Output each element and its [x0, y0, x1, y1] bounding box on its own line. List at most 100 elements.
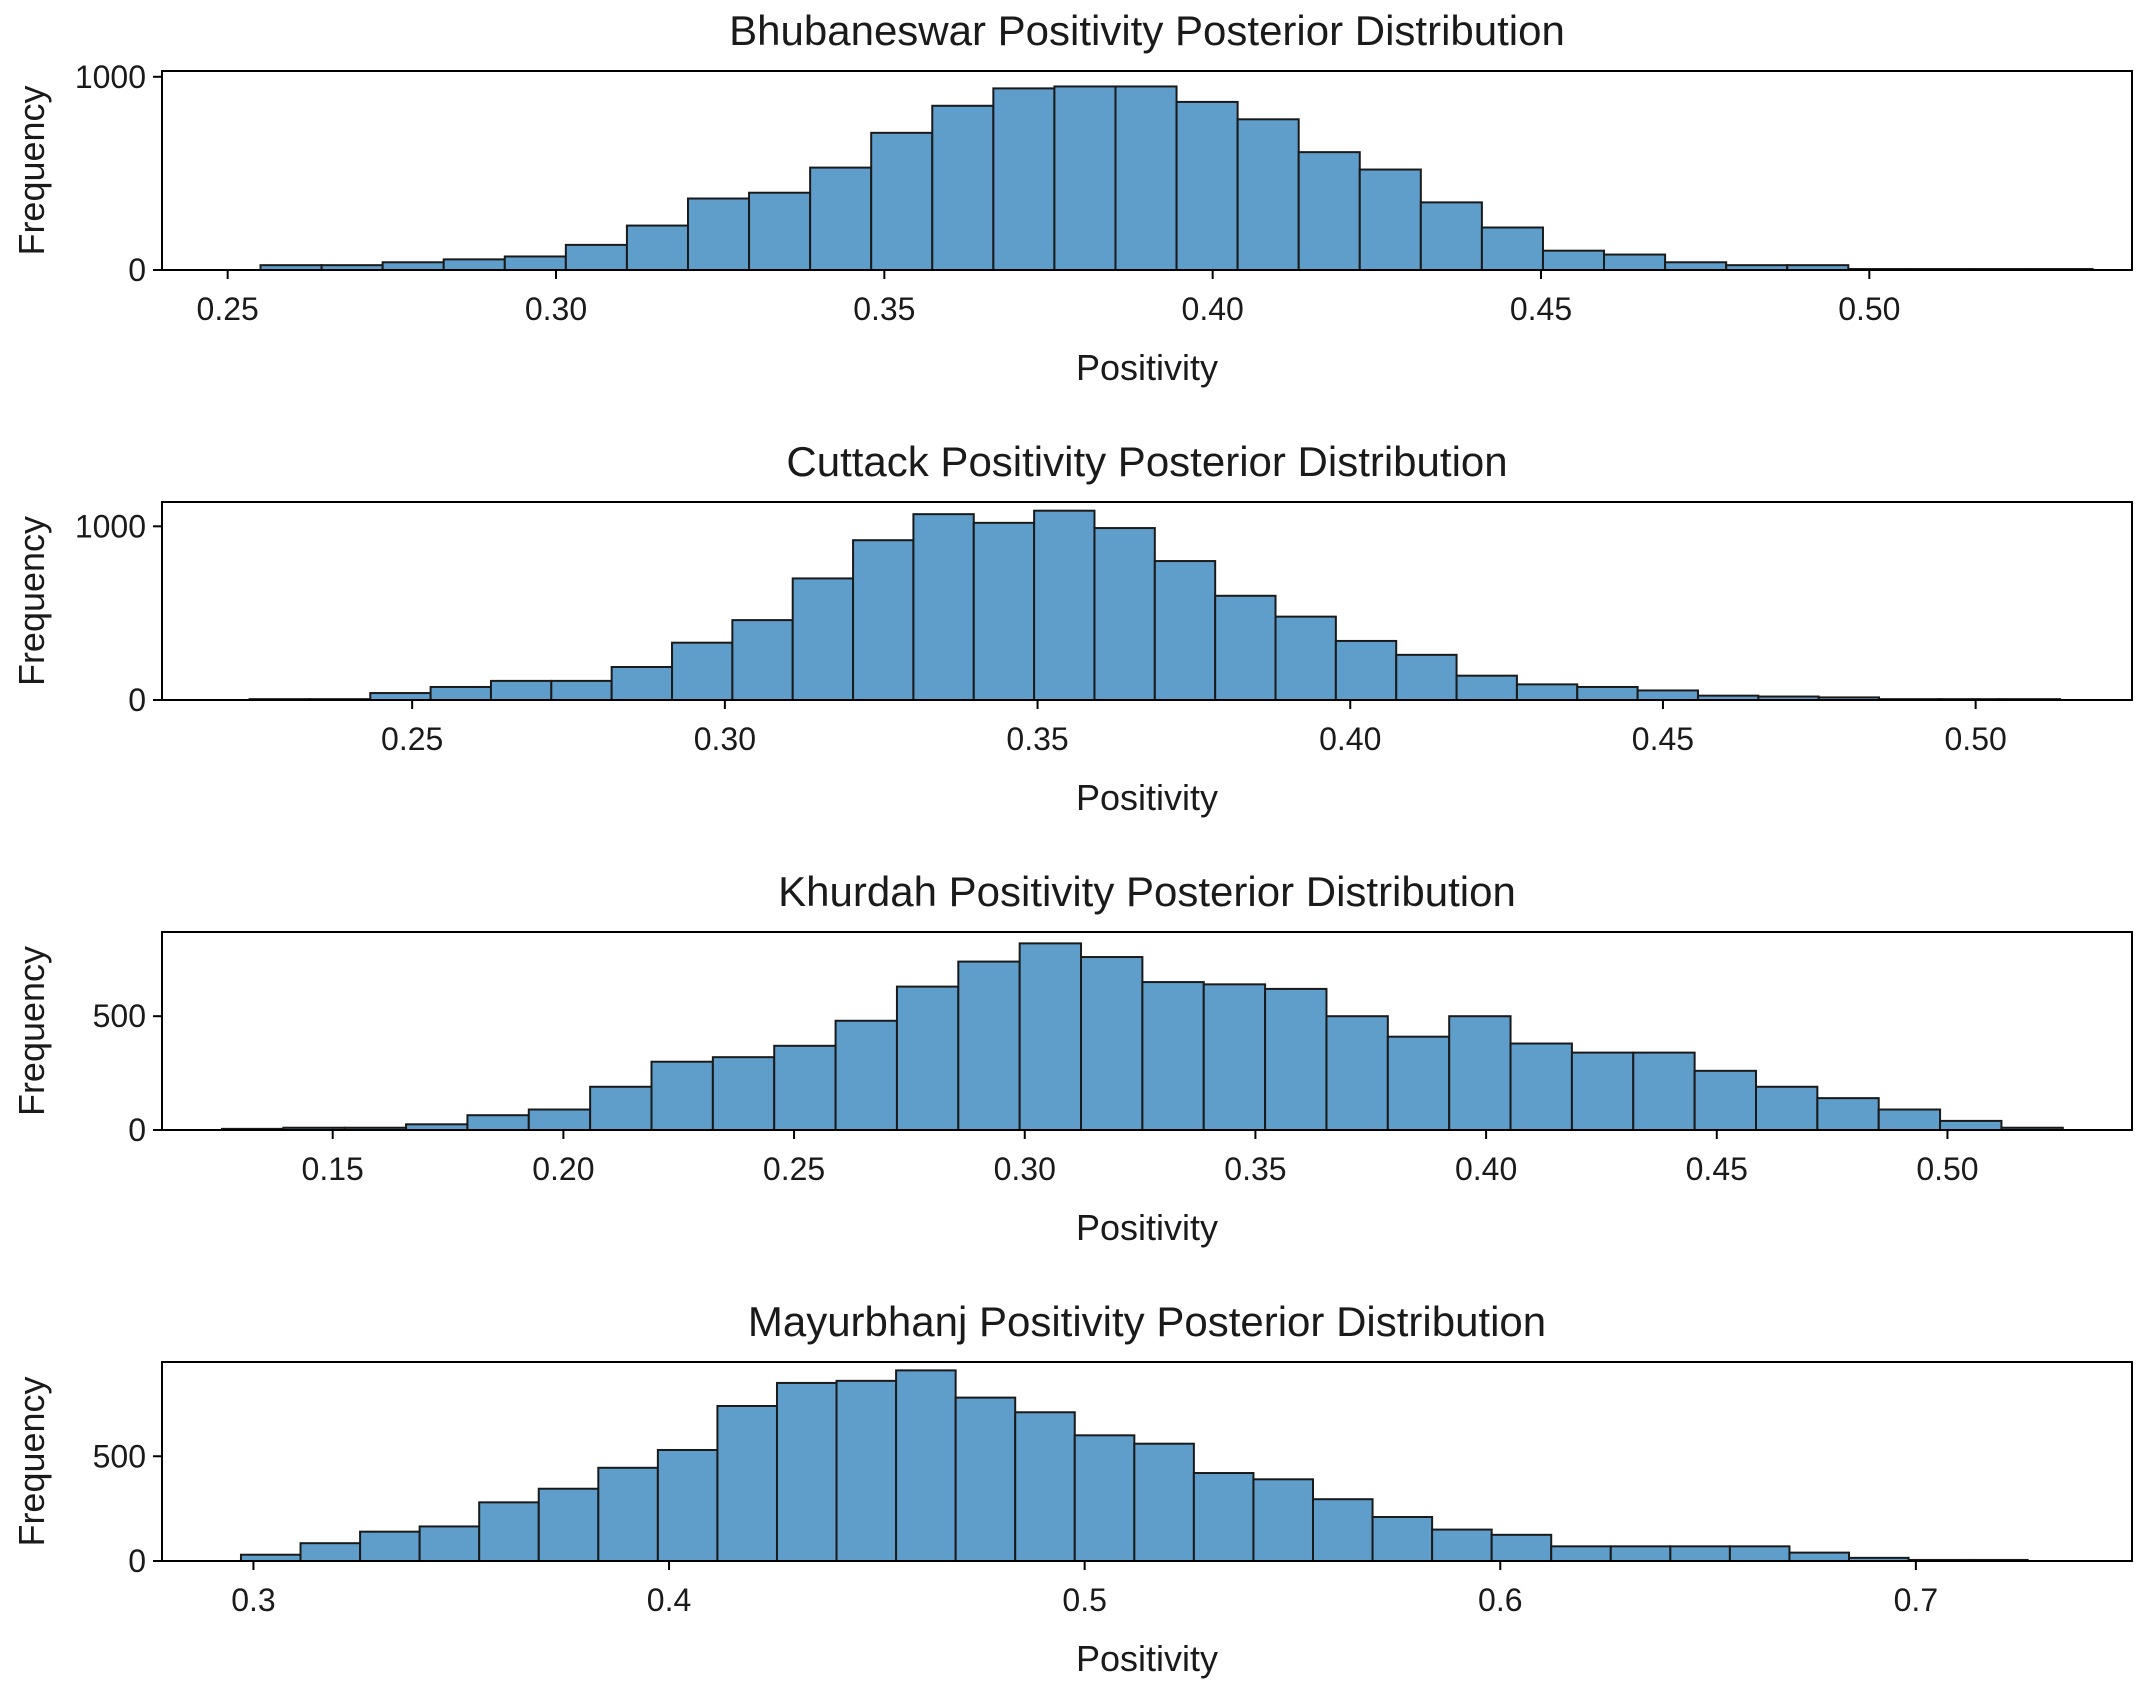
histogram-bar	[895, 985, 960, 1131]
y-axis-label: Frequency	[11, 946, 52, 1116]
histogram-bar	[369, 692, 432, 701]
histogram-bar	[1114, 85, 1178, 271]
histogram-bar	[610, 666, 674, 701]
histogram-bar	[1386, 1035, 1451, 1132]
x-tick-label: 0.50	[1916, 1151, 1978, 1187]
histogram-bar	[1431, 1528, 1493, 1563]
histogram-bar	[870, 131, 934, 271]
histogram-bar	[1018, 942, 1083, 1132]
axes-frame	[161, 501, 2133, 701]
histogram-bar	[503, 255, 567, 272]
histogram-bar	[1236, 118, 1300, 272]
histogram-bar	[1570, 1051, 1635, 1132]
histogram-bar	[1419, 201, 1483, 272]
histogram-bar	[299, 1542, 362, 1562]
x-tick-label: 0.40	[1319, 721, 1381, 757]
histogram-bar	[895, 1369, 957, 1562]
histogram-bar	[1093, 527, 1156, 701]
histogram-bar	[1754, 1085, 1819, 1132]
histogram-bar	[1515, 683, 1579, 701]
histogram-bar	[1358, 168, 1422, 271]
histogram-bar	[731, 619, 794, 702]
histogram-bar	[1693, 1069, 1757, 1132]
histogram-bar	[1192, 1472, 1255, 1562]
histogram-bar	[489, 679, 553, 701]
axes-frame	[161, 931, 2133, 1131]
histogram-bar	[1014, 1411, 1076, 1562]
histogram-bar	[711, 1056, 776, 1131]
x-tick-label: 0.50	[1838, 291, 1900, 327]
histogram-bar	[912, 513, 975, 701]
histogram-bar	[1311, 1498, 1374, 1563]
histogram-bar	[1033, 509, 1096, 701]
chart-title: Bhubaneswar Positivity Posterior Distrib…	[729, 7, 1565, 54]
x-tick-label: 0.25	[197, 291, 259, 327]
x-tick-label: 0.4	[647, 1582, 691, 1618]
histogram-bar	[1576, 685, 1639, 702]
y-tick-label: 1000	[75, 59, 146, 95]
histogram-bar	[1325, 1015, 1389, 1132]
histogram-bar	[1073, 1434, 1136, 1563]
x-tick-label: 0.30	[994, 1151, 1056, 1187]
histogram-bar	[550, 679, 613, 701]
x-tick-label: 0.35	[1224, 1151, 1286, 1187]
y-tick-label: 500	[93, 998, 146, 1034]
x-tick-label: 0.40	[1455, 1151, 1517, 1187]
x-tick-label: 0.30	[694, 721, 756, 757]
x-tick-label: 0.25	[381, 721, 443, 757]
histogram-bar	[1509, 1042, 1573, 1131]
y-axis-label: Frequency	[11, 516, 52, 686]
histogram-bar	[791, 577, 855, 702]
x-axis-label: Positivity	[1076, 1207, 1218, 1248]
histogram-bar	[957, 960, 1021, 1131]
histogram-bar	[1141, 981, 1205, 1131]
y-tick-label: 0	[128, 1543, 146, 1579]
histogram-bar	[954, 1396, 1017, 1562]
y-tick-label: 1000	[75, 508, 146, 544]
histogram-bar	[1939, 1119, 2003, 1132]
chart-title: Mayurbhanj Positivity Posterior Distribu…	[748, 1298, 1546, 1345]
histogram-bar	[1297, 151, 1361, 271]
histogram-bar	[1490, 1533, 1553, 1563]
chart-panel-bhubaneswar: Bhubaneswar Positivity Posterior Distrib…	[11, 7, 2133, 388]
x-tick-label: 0.30	[525, 291, 587, 327]
histogram-bar	[656, 1448, 719, 1563]
x-tick-label: 0.15	[302, 1151, 364, 1187]
histogram-bar	[1214, 594, 1277, 702]
y-axis-label: Frequency	[11, 1376, 52, 1546]
y-tick-label: 0	[128, 1112, 146, 1148]
histogram-bar	[527, 1108, 592, 1131]
histogram-bar	[972, 521, 1036, 701]
histogram-bar	[650, 1060, 714, 1131]
histogram-bar	[442, 258, 506, 271]
histogram-bar	[1080, 956, 1144, 1131]
histogram-bar	[1395, 653, 1458, 701]
histogram-bar	[1603, 253, 1667, 271]
x-axis-label: Positivity	[1076, 347, 1218, 388]
histogram-bar	[1877, 1108, 1942, 1131]
y-axis-label: Frequency	[11, 85, 52, 255]
histogram-bar	[537, 1487, 600, 1562]
x-tick-label: 0.40	[1182, 291, 1244, 327]
x-axis-label: Positivity	[1076, 777, 1218, 818]
histogram-bar	[1334, 639, 1398, 702]
axes-frame	[161, 70, 2133, 271]
histogram-bar	[1636, 689, 1699, 702]
histogram-bar	[1252, 1478, 1314, 1563]
axes-frame	[161, 1361, 2133, 1562]
chart-title: Khurdah Positivity Posterior Distributio…	[778, 868, 1516, 915]
histogram-bar	[418, 1525, 481, 1563]
histogram-bar	[1371, 1516, 1434, 1562]
x-tick-label: 0.50	[1945, 721, 2007, 757]
histogram-bar	[1669, 1545, 1731, 1562]
histogram-bar	[1728, 1545, 1791, 1562]
x-tick-label: 0.6	[1478, 1582, 1522, 1618]
chart-panel-mayurbhanj: Mayurbhanj Positivity Posterior Distribu…	[11, 1298, 2133, 1679]
histogram-bar	[716, 1404, 778, 1563]
histogram-bar	[834, 1019, 898, 1131]
x-tick-label: 0.25	[763, 1151, 825, 1187]
y-tick-label: 500	[93, 1438, 146, 1474]
x-tick-label: 0.35	[853, 291, 915, 327]
histogram-bar	[1788, 1551, 1851, 1563]
